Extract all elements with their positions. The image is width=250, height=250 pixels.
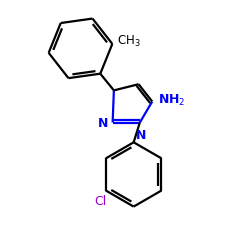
Text: N: N: [136, 130, 146, 142]
Text: Cl: Cl: [94, 195, 106, 208]
Text: NH$_2$: NH$_2$: [158, 93, 186, 108]
Text: N: N: [98, 117, 108, 130]
Text: CH$_3$: CH$_3$: [117, 34, 140, 49]
